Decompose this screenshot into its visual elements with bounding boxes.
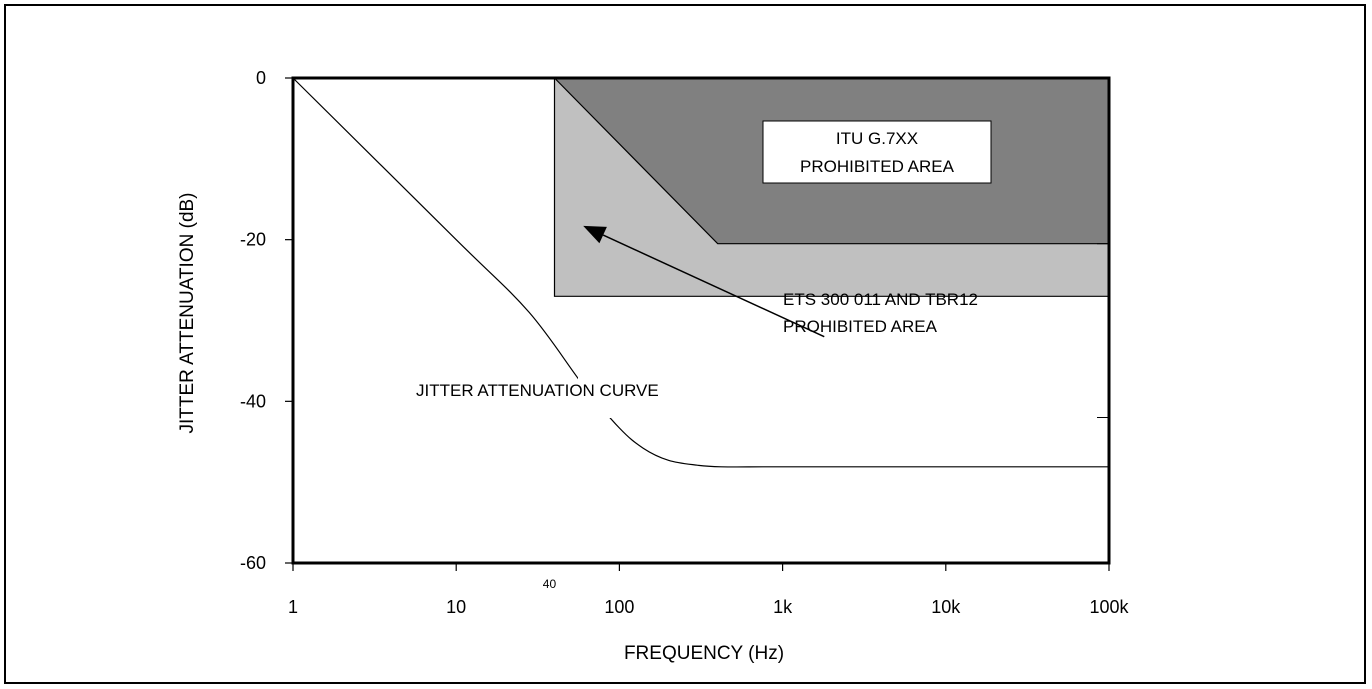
y-axis-label: JITTER ATTENUATION (dB) xyxy=(177,192,198,433)
x-tick-label-10k: 10k xyxy=(931,597,961,617)
curve-label-gap xyxy=(578,368,638,418)
x-axis-label: FREQUENCY (Hz) xyxy=(624,643,784,664)
ets-region-label-line-2: PROHIBITED AREA xyxy=(783,317,938,336)
prohibited-regions xyxy=(553,77,1110,297)
y-tick-label-0: 0 xyxy=(256,68,266,88)
x-tick-label-40: 40 xyxy=(543,577,557,591)
ets-annotation-arrowhead xyxy=(583,225,607,244)
curve-layer xyxy=(292,77,1109,468)
plot-area-border xyxy=(291,76,1111,565)
itu-region-label-line-1: ITU G.7XX xyxy=(836,129,918,148)
x-tick-label-100k: 100k xyxy=(1089,597,1129,617)
x-tick-label-100: 100 xyxy=(604,597,634,617)
ets-annotation-arrow xyxy=(602,234,825,338)
jitter-attenuation-curve xyxy=(292,77,1109,468)
x-tick-label-1k: 1k xyxy=(773,597,793,617)
itu-label-box xyxy=(762,120,992,184)
y-tick-label--20: -20 xyxy=(240,230,266,250)
x-tick-label-10: 10 xyxy=(446,597,466,617)
curve-label: JITTER ATTENUATION CURVE xyxy=(416,381,659,400)
y-tick-label--60: -60 xyxy=(240,553,266,573)
y-tick-label--40: -40 xyxy=(240,391,266,411)
axis-ticks: 1 10 100 1k 10k 100k 40 0 -20 -40 -60 xyxy=(240,68,1130,617)
ets-region-label-line-1: ETS 300 011 AND TBR12 xyxy=(783,290,978,309)
itu-region-label-line-2: PROHIBITED AREA xyxy=(800,157,955,176)
x-tick-label-1: 1 xyxy=(288,597,298,617)
